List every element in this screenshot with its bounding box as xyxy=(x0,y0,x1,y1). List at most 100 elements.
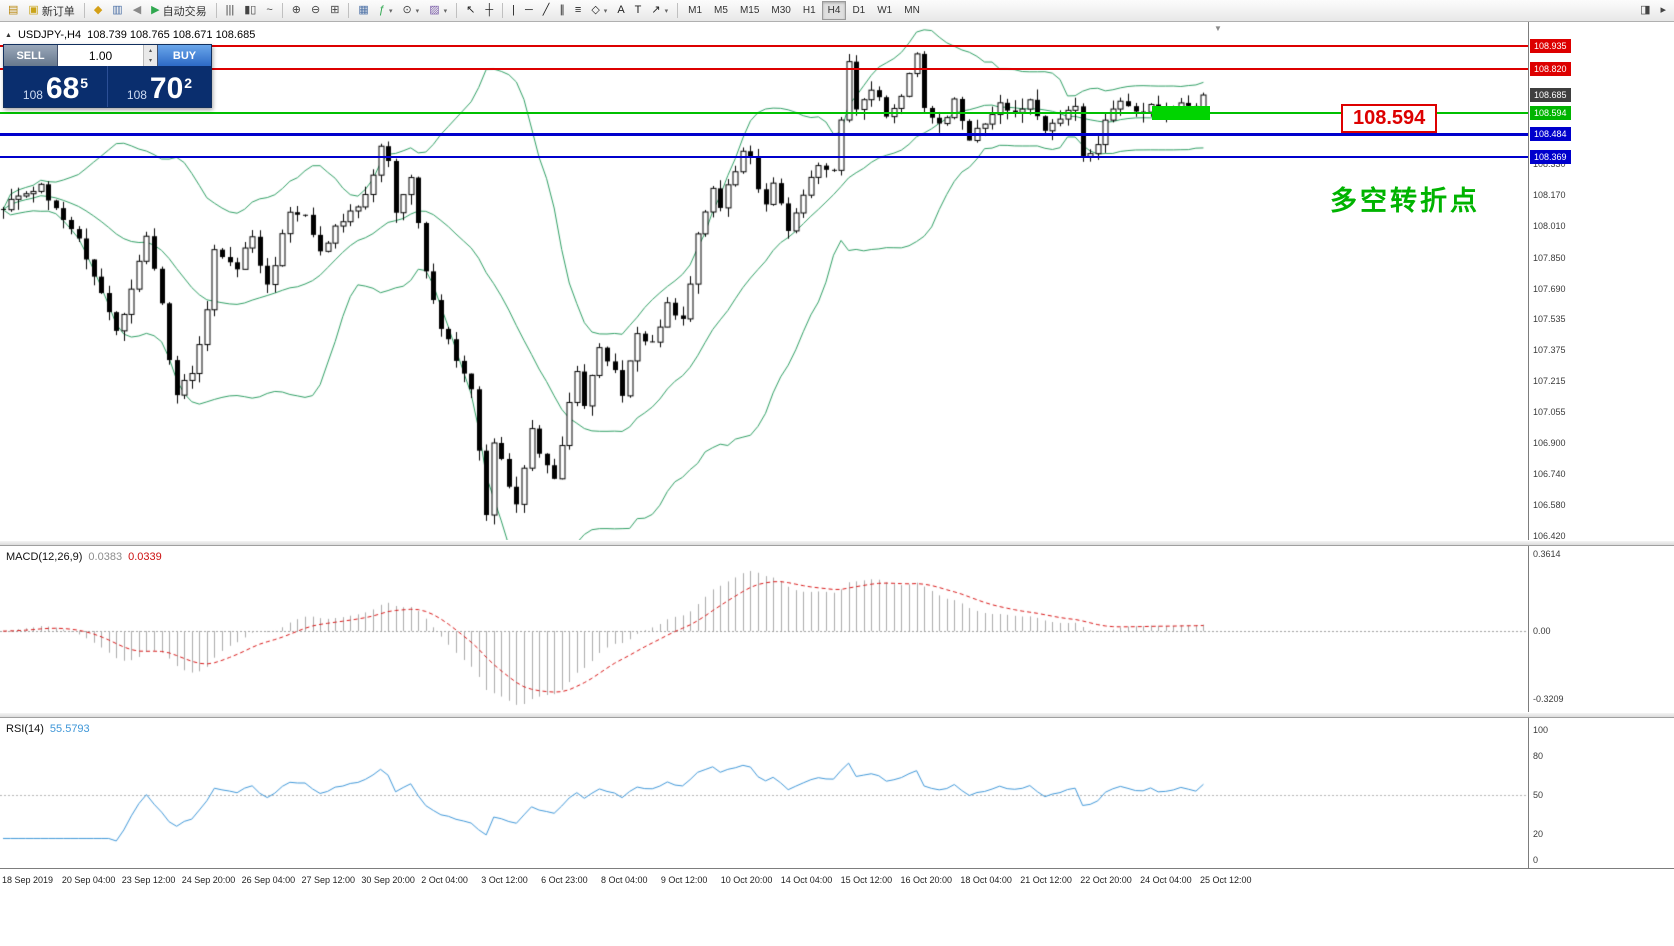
rsi-axis-tick: 100 xyxy=(1533,725,1549,735)
spinner-up-icon[interactable]: ▴ xyxy=(144,45,157,56)
volume-spinner[interactable]: ▴ ▾ xyxy=(143,45,157,66)
horizontal-line-108.594[interactable] xyxy=(0,111,1528,114)
buy-price-base: 108 xyxy=(126,88,147,102)
toolbar-separator xyxy=(281,3,283,18)
data-window-button[interactable]: ◨ xyxy=(1636,1,1654,21)
arrows-button[interactable]: ↗ ▾ xyxy=(647,1,672,21)
channel-button[interactable]: ∥ xyxy=(555,1,569,21)
crosshair-button[interactable]: ┼ xyxy=(481,1,497,21)
spinner-down-icon[interactable]: ▾ xyxy=(144,55,157,66)
horizontal-line-108.484[interactable] xyxy=(0,132,1528,136)
periods-button[interactable]: ⊙ ▾ xyxy=(398,1,423,21)
buy-button[interactable]: BUY xyxy=(158,45,211,66)
candle-chart-type-button[interactable]: ▮▯ xyxy=(240,1,260,21)
price-axis-tick: 107.215 xyxy=(1533,376,1566,387)
horizontal-line-button[interactable]: ─ xyxy=(521,1,537,21)
time-axis-label: 21 Oct 12:00 xyxy=(1020,875,1072,885)
time-axis-label: 9 Oct 12:00 xyxy=(660,875,708,885)
macd-axis-tick: 0.3614 xyxy=(1533,549,1561,560)
cursor-button[interactable]: ↖ xyxy=(462,1,479,21)
price-chart-canvas[interactable] xyxy=(0,22,1528,540)
alerts-button[interactable]: ◀ xyxy=(129,1,145,21)
text-label-button[interactable]: T xyxy=(631,1,646,21)
price-axis-tick: 106.580 xyxy=(1533,499,1566,510)
timeframe-button-d1[interactable]: D1 xyxy=(852,5,866,16)
time-axis-label: 2 Oct 04:00 xyxy=(421,875,468,885)
horizontal-line-108.935[interactable] xyxy=(0,45,1528,48)
price-annotation-box[interactable]: 108.594 xyxy=(1341,104,1438,133)
new-chart-button[interactable]: ▤ xyxy=(4,1,22,21)
timeframe-button-m15[interactable]: M15 xyxy=(739,5,760,16)
time-axis-label: 8 Oct 04:00 xyxy=(601,875,648,885)
profiles-button[interactable]: ◆ xyxy=(90,1,106,21)
rsi-panel: 100 80 50 20 0 RSI(14) 55.5793 xyxy=(0,718,1674,868)
new-chart-icon: ▤ xyxy=(8,4,19,16)
macd-axis-tick: 0.00 xyxy=(1533,626,1551,637)
rsi-axis-tick: 50 xyxy=(1533,790,1544,800)
new-order-icon: ▣ xyxy=(28,4,39,16)
horizontal-line-icon: ─ xyxy=(524,4,533,16)
text-label-icon: T xyxy=(634,4,642,16)
chart-shift-marker-icon[interactable]: ▼ xyxy=(1214,24,1222,33)
buy-price-display[interactable]: 108 70 2 xyxy=(108,66,211,107)
time-axis-label: 14 Oct 04:00 xyxy=(780,875,833,885)
new-order-button[interactable]: ▣ 新订单 xyxy=(24,1,78,21)
timeframe-button-w1[interactable]: W1 xyxy=(877,5,893,16)
indicators-button[interactable]: ƒ ▾ xyxy=(375,1,397,21)
fibonacci-button[interactable]: ≡ xyxy=(571,1,585,21)
macd-panel: 0.3614 0.00 -0.3209 MACD(12,26,9) 0.0383 0… xyxy=(0,546,1674,712)
time-axis-label: 22 Oct 20:00 xyxy=(1080,875,1132,885)
price-axis-tick: 106.900 xyxy=(1533,437,1566,448)
popup-prices-button[interactable]: ▸ xyxy=(1656,1,1670,21)
timeframe-button-m1[interactable]: M1 xyxy=(688,5,703,16)
timeframe-button-h1[interactable]: H1 xyxy=(802,5,816,16)
thick-trend-segment[interactable] xyxy=(1152,105,1210,120)
tile-windows-button[interactable]: ⊞ xyxy=(326,1,343,21)
rsi-axis-tick: 80 xyxy=(1533,751,1544,761)
turning-point-annotation[interactable]: 多空转折点 xyxy=(1330,186,1480,216)
time-axis[interactable]: 18 Sep 2019 20 Sep 04:00 23 Sep 12:00 24 Se… xyxy=(0,868,1674,893)
buy-price-big: 70 xyxy=(149,72,184,105)
charts-icon: ▥ xyxy=(112,4,123,16)
sell-price-display[interactable]: 108 68 5 xyxy=(4,66,107,107)
macd-axis[interactable]: 0.3614 0.00 -0.3209 xyxy=(1528,546,1674,712)
macd-canvas[interactable] xyxy=(0,546,1528,712)
timeframe-button-m5[interactable]: M5 xyxy=(714,5,728,16)
zoom-in-button[interactable]: ⊕ xyxy=(288,1,305,21)
text-button[interactable]: A xyxy=(613,1,628,21)
auto-trading-button[interactable]: ▶ 自动交易 xyxy=(147,1,210,21)
zoom-out-button[interactable]: ⊖ xyxy=(307,1,324,21)
rsi-canvas[interactable] xyxy=(0,718,1528,868)
price-chart-panel: 108.330 108.170 108.010 107.850 107.690 107.5… xyxy=(0,22,1674,540)
price-tag-108.935: 108.935 xyxy=(1530,39,1571,54)
timeframe-button-h4[interactable]: H4 xyxy=(821,1,847,20)
arrange-windows-button[interactable]: ▦ xyxy=(354,1,372,21)
line-chart-type-button[interactable]: ~ xyxy=(262,1,276,21)
new-order-button-label: 新订单 xyxy=(41,5,75,18)
panel-divider[interactable] xyxy=(0,712,1674,718)
horizontal-line-108.369[interactable] xyxy=(0,155,1528,158)
timeframe-button-m30[interactable]: M30 xyxy=(771,5,791,16)
horizontal-line-108.820[interactable] xyxy=(0,67,1528,70)
time-axis-label: 20 Sep 04:00 xyxy=(61,875,116,885)
panel-divider[interactable] xyxy=(0,540,1674,546)
price-tag-108.594: 108.594 xyxy=(1530,105,1571,120)
price-axis-tick: 106.740 xyxy=(1533,468,1566,479)
templates-button[interactable]: ▨ ▾ xyxy=(425,1,451,21)
vertical-line-button[interactable]: | xyxy=(508,1,519,21)
shapes-button[interactable]: ◇ ▾ xyxy=(587,1,611,21)
sell-button[interactable]: SELL xyxy=(4,45,57,66)
price-axis[interactable]: 108.330 108.170 108.010 107.850 107.690 107.5… xyxy=(1528,22,1674,540)
line-chart-icon: ~ xyxy=(266,4,273,16)
volume-field[interactable]: 1.00 ▴ ▾ xyxy=(57,45,158,66)
trendline-button[interactable]: ╱ xyxy=(539,1,554,21)
bar-chart-type-button[interactable]: ||| xyxy=(222,1,239,21)
price-axis-tick: 107.375 xyxy=(1533,345,1566,356)
sell-price-sup: 5 xyxy=(80,75,89,91)
collapse-chart-icon[interactable]: ▲ xyxy=(5,31,12,39)
timeframe-button-mn[interactable]: MN xyxy=(904,5,920,16)
charts-list-button[interactable]: ▥ xyxy=(108,1,126,21)
popup-icon: ▸ xyxy=(1660,4,1666,16)
rsi-axis[interactable]: 100 80 50 20 0 xyxy=(1528,718,1674,868)
price-axis-tick: 107.055 xyxy=(1533,407,1566,418)
